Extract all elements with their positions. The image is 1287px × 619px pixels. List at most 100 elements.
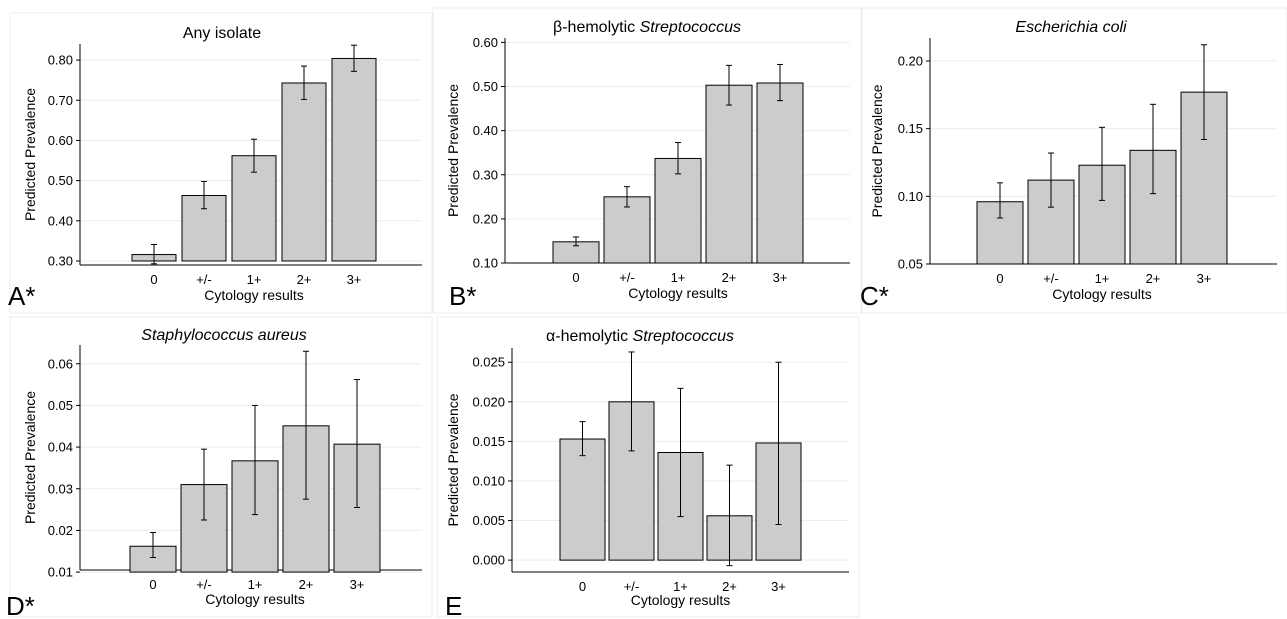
y-tick-label: 0.04	[48, 440, 73, 455]
chart-panel: 0.05 0.10 0.15 0.20 0 +/- 1+ 2+ 3+ Cytology resul…	[860, 7, 1287, 314]
y-tick-label: 0.80	[48, 53, 73, 68]
x-tick-label: 2+	[299, 577, 314, 592]
x-axis-title: Cytology results	[1052, 286, 1152, 302]
y-tick-label: 0.015	[472, 434, 505, 449]
bar	[180, 484, 228, 573]
x-tick-label: +/-	[1043, 271, 1059, 286]
error-bar	[201, 180, 207, 210]
y-tick-label: 0.025	[472, 355, 505, 370]
x-tick-label: 3+	[347, 272, 362, 287]
error-bar	[251, 138, 257, 173]
x-tick-label: 2+	[297, 272, 312, 287]
y-tick-label: 0.60	[473, 35, 498, 50]
error-bar	[775, 361, 782, 526]
x-tick-label: 3+	[773, 270, 788, 285]
panel-letter: B*	[449, 281, 476, 311]
y-tick-label: 0.02	[48, 523, 73, 538]
y-tick-label: 0.05	[898, 257, 923, 272]
x-tick-label: 1+	[247, 272, 262, 287]
x-tick-label: 3+	[350, 577, 365, 592]
x-tick-label: 0	[572, 270, 579, 285]
x-tick-label: 1+	[248, 577, 263, 592]
panel-title-italic: Escherichia coli	[1015, 19, 1127, 36]
y-tick-label: 0.60	[48, 133, 73, 148]
y-tick-label: 0.005	[472, 513, 505, 528]
x-tick-label: 0	[996, 271, 1003, 286]
panel-letter: D*	[6, 591, 35, 619]
error-bar	[252, 404, 258, 516]
error-bar	[201, 448, 207, 521]
y-axis-title: Predicted Prevalence	[22, 391, 38, 524]
error-bar	[726, 464, 733, 567]
y-tick-label: 0.40	[48, 213, 73, 228]
bar	[1027, 179, 1075, 265]
x-axis-title: Cytology results	[631, 592, 731, 608]
panel-letter: C*	[860, 281, 889, 311]
panel-title-plain: β-hemolytic	[553, 19, 640, 36]
x-tick-label: 3+	[1197, 271, 1212, 286]
x-axis-title: Cytology results	[628, 285, 728, 301]
y-axis-title: Predicted Prevalence	[445, 393, 461, 526]
panel-title-italic: Streptococcus	[640, 19, 741, 36]
error-bar	[1048, 152, 1054, 208]
x-tick-label: +/-	[196, 577, 212, 592]
y-tick-label: 0.20	[473, 211, 498, 226]
x-tick-label: 2+	[1146, 271, 1161, 286]
error-bar	[997, 182, 1003, 219]
y-tick-label: 0.50	[473, 79, 498, 94]
y-tick-label: 0.30	[473, 167, 498, 182]
bar	[654, 157, 702, 264]
x-tick-label: 1+	[1095, 271, 1110, 286]
y-tick-label: 0.000	[472, 553, 505, 568]
error-bar	[301, 65, 307, 100]
error-bar	[1150, 103, 1156, 195]
y-tick-label: 0.06	[48, 356, 73, 371]
y-tick-label: 0.020	[472, 394, 505, 409]
x-tick-label: +/-	[624, 579, 640, 594]
x-tick-label: 2+	[722, 270, 737, 285]
x-tick-label: 0	[579, 579, 586, 594]
bar	[603, 196, 651, 264]
y-tick-label: 0.20	[898, 54, 923, 69]
panel-title-italic: Streptococcus	[633, 328, 734, 345]
error-bar	[151, 244, 157, 265]
error-bar	[1201, 44, 1207, 140]
bar	[231, 155, 277, 262]
bar	[705, 84, 753, 264]
y-tick-label: 0.50	[48, 173, 73, 188]
panel-letter: A*	[8, 281, 35, 311]
y-axis-title: Predicted Prevalence	[869, 84, 885, 217]
y-tick-label: 0.15	[898, 121, 923, 136]
panel-title-plain: α-hemolytic	[546, 328, 633, 345]
x-tick-label: 1+	[673, 579, 688, 594]
error-bar	[624, 186, 630, 208]
chart-panel: 0.30 0.40 0.50 0.60 0.70 0.80 0 +/- 1+ 2+ 3+ Cytolo…	[8, 12, 433, 314]
panel-title: β-hemolytic Streptococcus	[553, 19, 741, 36]
panel-title: α-hemolytic Streptococcus	[546, 328, 734, 345]
panel-letter: E	[445, 591, 462, 619]
panel-title: Staphylococcus aureus	[141, 327, 306, 344]
y-tick-label: 0.03	[48, 481, 73, 496]
x-tick-label: 1+	[671, 270, 686, 285]
y-tick-label: 0.30	[48, 253, 73, 268]
x-tick-label: +/-	[619, 270, 635, 285]
error-bar	[351, 44, 357, 72]
y-axis-title: Predicted Prevalence	[22, 88, 38, 221]
bar	[559, 438, 606, 561]
y-tick-label: 0.70	[48, 93, 73, 108]
bar	[281, 82, 327, 262]
error-bar	[1099, 126, 1105, 201]
panel-title: Escherichia coli	[1015, 19, 1127, 36]
error-bar	[573, 236, 579, 247]
x-tick-label: 0	[150, 272, 157, 287]
error-bar	[726, 64, 732, 106]
error-bar	[677, 387, 684, 518]
x-tick-label: 3+	[771, 579, 786, 594]
error-bar	[303, 350, 309, 500]
error-bar	[628, 351, 635, 452]
error-bar	[579, 421, 586, 457]
y-tick-label: 0.40	[473, 123, 498, 138]
panel-title-plain: Any isolate	[183, 25, 261, 42]
x-tick-label: 2+	[722, 579, 737, 594]
